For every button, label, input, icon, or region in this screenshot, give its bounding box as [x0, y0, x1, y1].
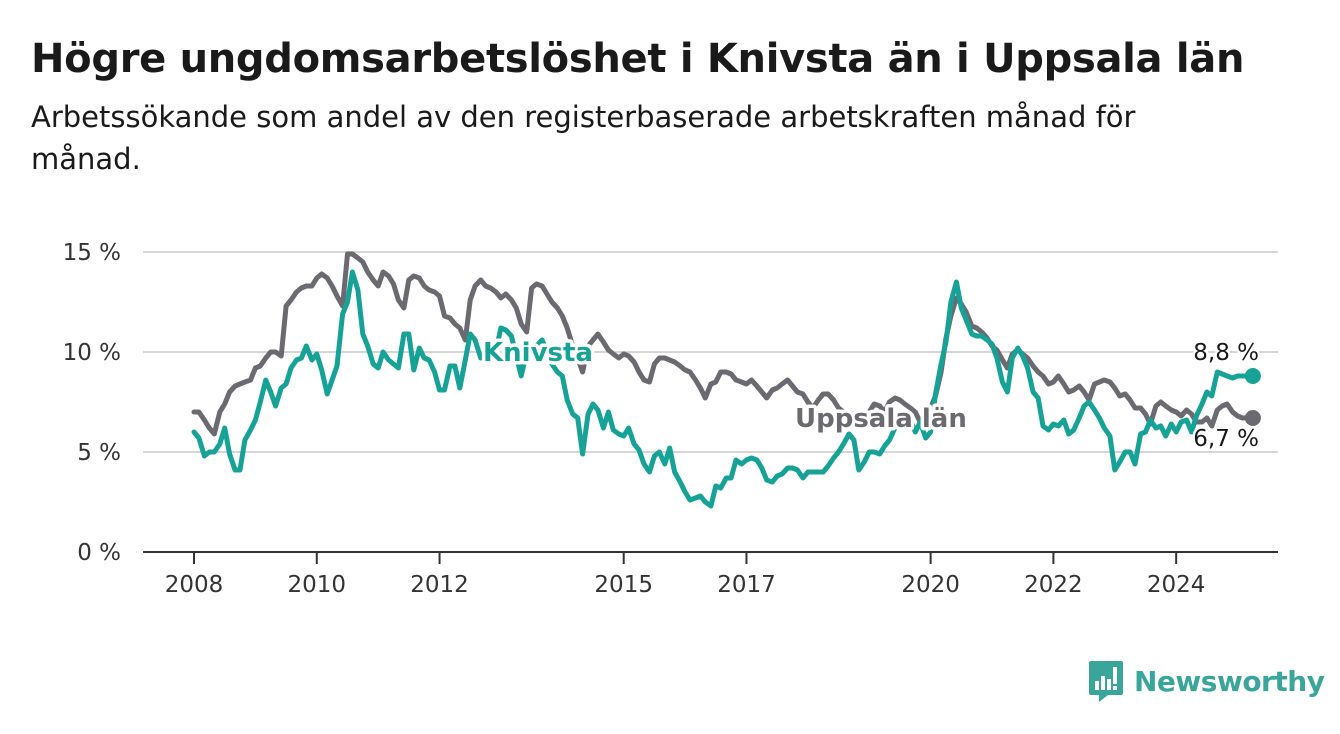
series-endpoint-uppsala-län — [1245, 410, 1261, 426]
y-tick-label: 15 % — [63, 240, 121, 266]
y-tick-label: 5 % — [77, 440, 121, 466]
axis-layer: 0 % 5 % 10 % 15 % 2008 2010 2012 2015 2017 2020 20… — [63, 240, 1278, 598]
series-layer — [194, 254, 1261, 506]
x-tick-label: 2008 — [165, 572, 224, 598]
series-label-knivsta: Knivsta — [483, 338, 593, 368]
series-endpoint-knivsta — [1245, 368, 1261, 384]
brand-name: Newsworthy — [1134, 665, 1324, 698]
line-chart: 0 % 5 % 10 % 15 % 2008 2010 2012 2015 2017 2020 20… — [0, 0, 1340, 734]
newsworthy-logo-icon — [1088, 659, 1124, 703]
x-tick-label: 2024 — [1147, 572, 1206, 598]
y-tick-label: 0 % — [77, 540, 121, 566]
end-label-knivsta: 8,8 % — [1193, 340, 1259, 366]
x-tick-label: 2015 — [594, 572, 653, 598]
series-label-uppsala: Uppsala län — [795, 404, 967, 434]
y-tick-label: 10 % — [63, 340, 121, 366]
x-tick-label: 2017 — [717, 572, 776, 598]
newsworthy-brand: Newsworthy — [1088, 659, 1324, 703]
x-tick-label: 2020 — [901, 572, 960, 598]
x-tick-label: 2022 — [1024, 572, 1083, 598]
x-tick-label: 2012 — [410, 572, 469, 598]
x-tick-label: 2010 — [287, 572, 346, 598]
end-label-uppsala: 6,7 % — [1193, 426, 1259, 452]
